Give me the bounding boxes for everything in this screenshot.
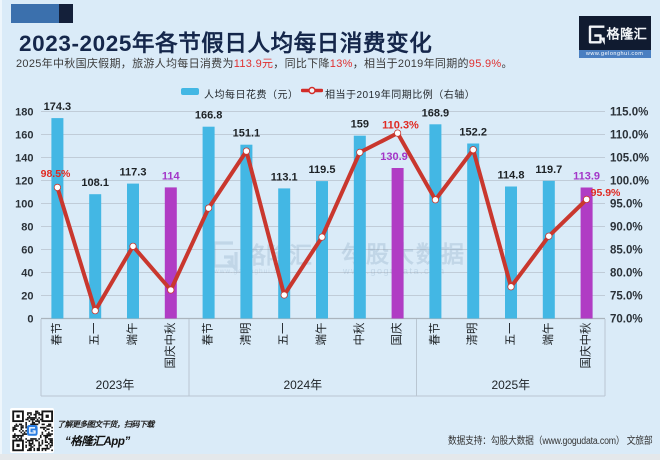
svg-text:20: 20 xyxy=(21,291,33,303)
svg-text:五一: 五一 xyxy=(278,322,290,345)
svg-text:春节: 春节 xyxy=(202,323,215,346)
svg-text:清明: 清明 xyxy=(239,323,252,346)
svg-text:2025年: 2025年 xyxy=(491,378,530,392)
svg-text:100.0%: 100.0% xyxy=(610,176,649,188)
svg-text:113.9: 113.9 xyxy=(573,171,600,183)
svg-text:国庆中秋: 国庆中秋 xyxy=(163,322,177,368)
svg-text:春节: 春节 xyxy=(50,323,63,346)
svg-text:95.9%: 95.9% xyxy=(591,187,621,199)
svg-text:108.1: 108.1 xyxy=(81,177,109,189)
svg-text:168.9: 168.9 xyxy=(422,107,450,119)
svg-text:国庆: 国庆 xyxy=(390,322,404,345)
svg-text:70.0%: 70.0% xyxy=(610,314,643,326)
svg-text:40: 40 xyxy=(21,268,33,280)
svg-text:166.8: 166.8 xyxy=(195,110,223,122)
svg-text:140: 140 xyxy=(15,153,33,165)
svg-text:端午: 端午 xyxy=(542,323,555,346)
svg-text:105.0%: 105.0% xyxy=(610,153,649,165)
svg-text:五一: 五一 xyxy=(505,322,517,345)
svg-text:174.3: 174.3 xyxy=(44,101,72,113)
svg-text:格隆汇: 格隆汇 xyxy=(606,26,647,42)
svg-text:中秋: 中秋 xyxy=(352,322,366,345)
svg-text:114: 114 xyxy=(162,170,181,182)
svg-text:2023年: 2023年 xyxy=(96,378,135,392)
svg-text:60: 60 xyxy=(21,245,33,257)
svg-text:春节: 春节 xyxy=(428,323,441,346)
svg-text:清明: 清明 xyxy=(466,323,479,346)
svg-text:115.0%: 115.0% xyxy=(610,107,648,119)
svg-text:151.1: 151.1 xyxy=(233,128,261,140)
svg-text:98.5%: 98.5% xyxy=(41,168,71,180)
svg-text:120: 120 xyxy=(15,176,33,188)
svg-text:80: 80 xyxy=(21,222,33,234)
svg-text:0: 0 xyxy=(27,314,33,326)
svg-text:180: 180 xyxy=(15,107,33,119)
svg-text:95.0%: 95.0% xyxy=(610,199,643,211)
svg-text:85.0%: 85.0% xyxy=(610,245,643,257)
svg-text:160: 160 xyxy=(15,130,33,142)
svg-text:113.1: 113.1 xyxy=(271,171,298,183)
svg-text:端午: 端午 xyxy=(126,323,139,346)
svg-text:75.0%: 75.0% xyxy=(610,291,643,303)
svg-text:100: 100 xyxy=(15,199,33,211)
svg-text:159: 159 xyxy=(351,119,369,131)
svg-text:114.8: 114.8 xyxy=(498,170,525,182)
svg-text:119.5: 119.5 xyxy=(309,164,336,176)
svg-text:90.0%: 90.0% xyxy=(610,222,643,234)
svg-text:端午: 端午 xyxy=(315,323,328,346)
svg-text:国庆中秋: 国庆中秋 xyxy=(579,322,593,368)
svg-text:110.0%: 110.0% xyxy=(610,130,648,142)
svg-text:119.7: 119.7 xyxy=(535,164,562,176)
svg-text:117.3: 117.3 xyxy=(120,167,147,179)
svg-text:110.3%: 110.3% xyxy=(382,120,419,132)
svg-text:2024年: 2024年 xyxy=(283,378,322,392)
svg-text:152.2: 152.2 xyxy=(459,127,487,139)
svg-text:130.9: 130.9 xyxy=(380,151,408,163)
svg-text:80.0%: 80.0% xyxy=(610,268,643,280)
svg-text:五一: 五一 xyxy=(89,322,101,345)
